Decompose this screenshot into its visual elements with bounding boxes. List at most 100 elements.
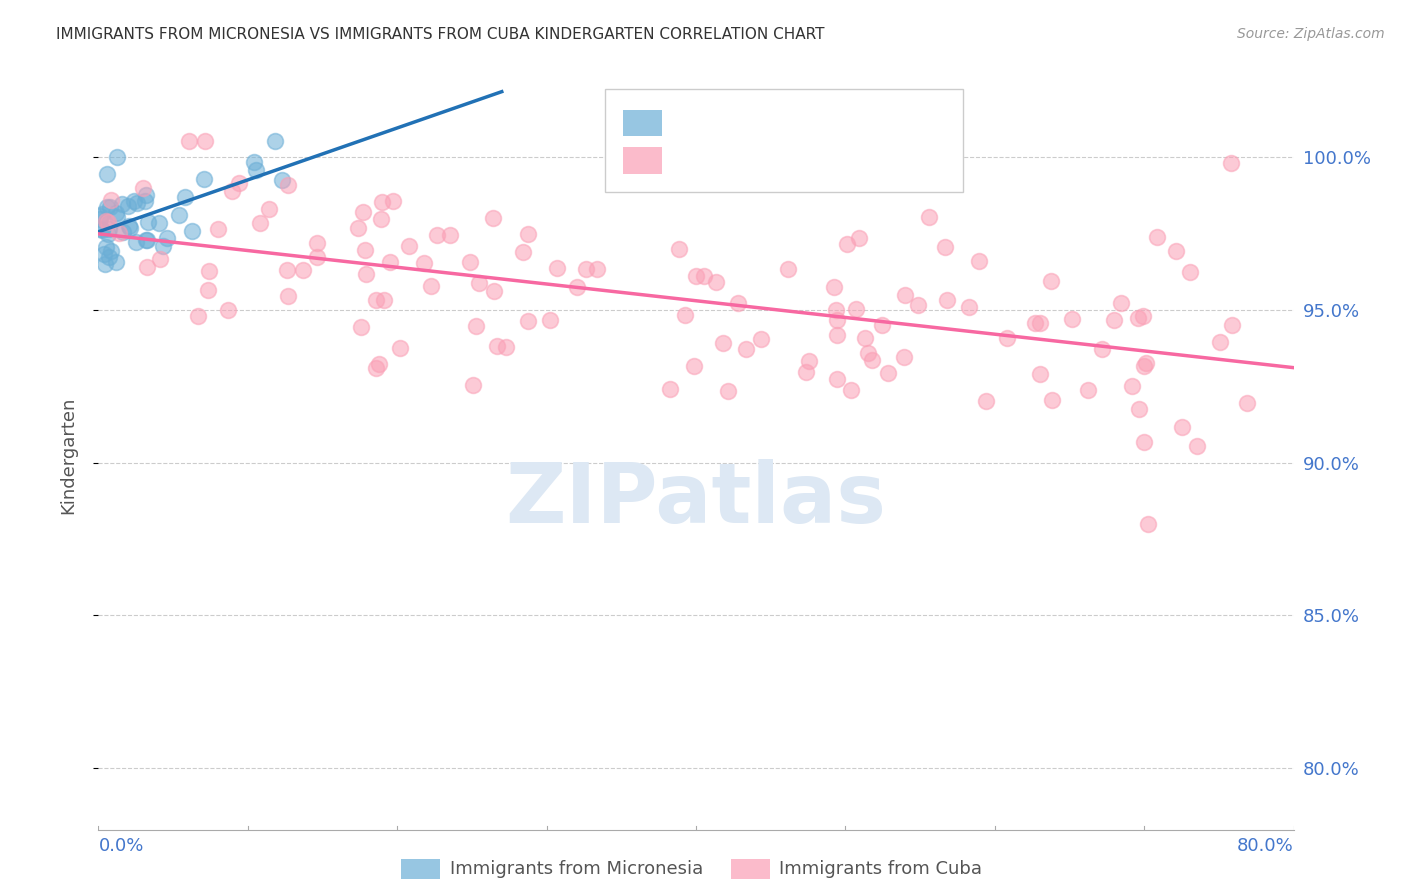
Text: 80.0%: 80.0% bbox=[1237, 837, 1294, 855]
Point bbox=[381, 194, 404, 208]
Point bbox=[934, 240, 956, 254]
Point bbox=[127, 195, 149, 210]
Point bbox=[353, 204, 375, 219]
Point bbox=[120, 221, 142, 235]
Point bbox=[1236, 396, 1258, 410]
Point bbox=[96, 201, 118, 215]
Point bbox=[575, 262, 598, 277]
Point bbox=[870, 318, 893, 332]
Point bbox=[350, 320, 373, 334]
Point bbox=[538, 313, 561, 327]
Point bbox=[1209, 334, 1232, 349]
Point bbox=[93, 247, 115, 261]
Point bbox=[1220, 318, 1243, 333]
Point bbox=[89, 212, 111, 227]
Point bbox=[823, 280, 845, 294]
Point bbox=[249, 216, 271, 230]
Point bbox=[98, 222, 121, 236]
Point bbox=[1029, 316, 1052, 330]
Point bbox=[148, 216, 170, 230]
Point bbox=[347, 220, 370, 235]
Point bbox=[94, 214, 117, 228]
Point bbox=[105, 255, 128, 269]
Point bbox=[467, 276, 489, 290]
Point bbox=[364, 361, 387, 376]
Point bbox=[825, 371, 848, 385]
Point bbox=[586, 262, 609, 277]
Point bbox=[136, 260, 159, 274]
Point bbox=[856, 346, 879, 360]
Point bbox=[1039, 274, 1062, 288]
Point bbox=[370, 212, 392, 227]
Point bbox=[96, 240, 118, 254]
Point bbox=[484, 284, 506, 298]
Point bbox=[366, 293, 388, 308]
Point bbox=[90, 223, 112, 237]
Point bbox=[134, 194, 156, 208]
Point bbox=[794, 365, 817, 379]
Point bbox=[839, 383, 862, 397]
Point bbox=[156, 231, 179, 245]
Point bbox=[845, 302, 868, 317]
Point bbox=[824, 303, 846, 318]
Point bbox=[90, 222, 112, 236]
Point bbox=[100, 193, 122, 207]
Point bbox=[228, 176, 250, 190]
Point bbox=[180, 224, 202, 238]
Point bbox=[173, 190, 195, 204]
Point bbox=[263, 135, 285, 149]
Point bbox=[516, 314, 538, 328]
Point bbox=[111, 197, 134, 211]
Point bbox=[277, 178, 299, 193]
Point bbox=[125, 235, 148, 249]
Point bbox=[420, 278, 443, 293]
Point bbox=[495, 340, 517, 354]
Point bbox=[713, 336, 735, 351]
Point bbox=[997, 331, 1019, 345]
Point bbox=[1040, 392, 1063, 407]
Point bbox=[835, 237, 858, 252]
Point bbox=[893, 351, 915, 365]
Point bbox=[1090, 342, 1112, 356]
Point bbox=[776, 261, 799, 276]
Point bbox=[673, 308, 696, 322]
Point bbox=[685, 268, 707, 283]
Point bbox=[135, 188, 157, 202]
Text: ZIPatlas: ZIPatlas bbox=[506, 459, 886, 541]
Point bbox=[546, 261, 568, 276]
Point bbox=[91, 207, 114, 221]
Point bbox=[100, 244, 122, 258]
Point bbox=[825, 313, 848, 327]
Point bbox=[257, 202, 280, 216]
Point bbox=[367, 357, 389, 371]
Y-axis label: Kindergarten: Kindergarten bbox=[59, 396, 77, 514]
Point bbox=[1178, 265, 1201, 279]
Point bbox=[658, 382, 681, 396]
Point bbox=[305, 250, 328, 264]
Point bbox=[668, 242, 690, 256]
Point bbox=[378, 254, 401, 268]
Point bbox=[704, 275, 727, 289]
Point bbox=[1164, 244, 1187, 258]
Point bbox=[749, 332, 772, 346]
Point bbox=[97, 250, 120, 264]
Point bbox=[860, 353, 883, 368]
Point bbox=[848, 231, 870, 245]
Point bbox=[207, 222, 229, 236]
Point bbox=[94, 257, 117, 271]
Point bbox=[111, 225, 134, 239]
Point bbox=[354, 243, 377, 257]
Point bbox=[482, 211, 505, 226]
Point bbox=[354, 267, 377, 281]
Point bbox=[167, 208, 190, 222]
Point bbox=[398, 238, 420, 252]
Point bbox=[108, 226, 131, 240]
Point bbox=[877, 366, 900, 380]
Point bbox=[1077, 383, 1099, 397]
Point bbox=[465, 318, 488, 333]
Point bbox=[1126, 310, 1149, 325]
Point bbox=[187, 310, 209, 324]
Point bbox=[516, 227, 538, 242]
Point bbox=[799, 354, 821, 368]
Point bbox=[918, 210, 941, 224]
